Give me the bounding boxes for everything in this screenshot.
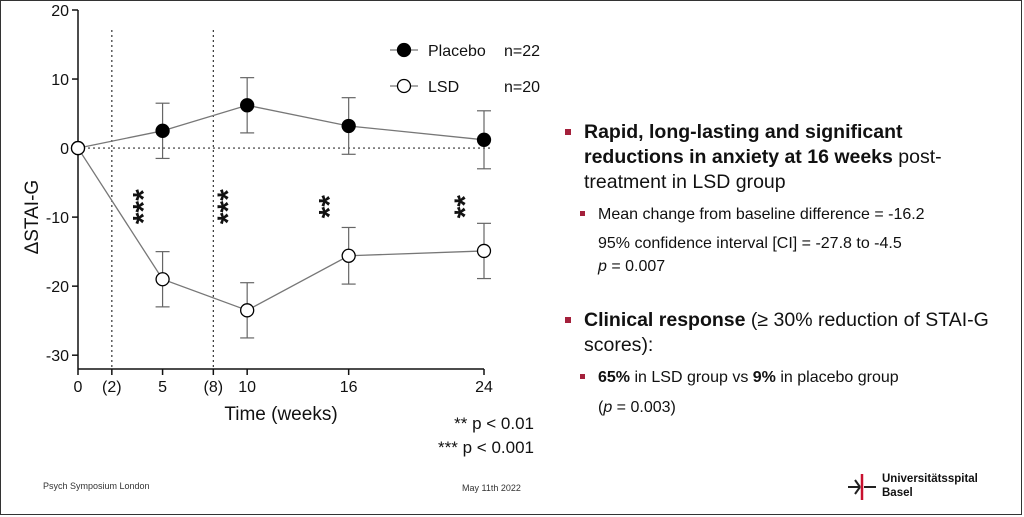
logo-mark-icon — [848, 474, 876, 500]
bullet-square — [565, 317, 571, 323]
legend-n-lsd: n=20 — [504, 79, 540, 96]
sub-bullet-square — [580, 374, 585, 379]
significance-marker: *** — [212, 189, 245, 224]
significance-marker: *** — [128, 189, 161, 224]
x-tick-label: (2) — [102, 379, 122, 396]
bullet-clinical-response: Clinical response (≥ 30% reduction of ST… — [565, 308, 1005, 358]
ci-line: 95% confidence interval [CI] = -27.8 to … — [598, 235, 902, 252]
sub-bullet-mean-change: Mean change from baseline difference = -… — [565, 203, 1005, 226]
legend-label-lsd: LSD — [428, 79, 459, 96]
x-tick-label: 16 — [340, 379, 358, 396]
data-point-placebo — [476, 132, 492, 147]
x-tick-label: 24 — [475, 379, 493, 396]
series-line-lsd — [77, 147, 485, 312]
x-tick-label: 10 — [238, 379, 256, 396]
data-point-lsd — [240, 303, 255, 318]
bullet-square — [565, 129, 571, 135]
x-axis-title: Time (weeks) — [224, 404, 337, 425]
x-tick-label: (8) — [204, 379, 224, 396]
data-point-lsd — [70, 140, 86, 156]
p-value-line: p = 0.007 — [598, 258, 666, 275]
data-point-placebo — [341, 118, 356, 134]
p-value-line-2: (p = 0.003) — [598, 399, 676, 416]
logo-line-2: Basel — [882, 487, 913, 499]
university-hospital-logo: Universitätsspital Basel — [846, 470, 1006, 504]
stai-g-chart: 20 10 0 -10 -20 -30 0 (2) 5 (8) 10 16 24 Time (weeks)… — [22, 3, 540, 425]
footer-date: May 11th 2022 — [462, 483, 521, 493]
data-point-lsd — [341, 248, 356, 263]
series-line-placebo — [77, 104, 485, 149]
bullet-anxiety-reduction: Rapid, long-lasting and significant redu… — [565, 120, 1005, 195]
sub-bullet-response-rates: 65% in LSD group vs 9% in placebo group — [565, 366, 1005, 389]
p-legend-two-star: ** p < 0.01 — [454, 414, 534, 433]
significance-marker: ** — [449, 195, 482, 219]
x-tick-label: 0 — [74, 379, 83, 396]
legend-marker-lsd — [396, 78, 412, 94]
data-point-lsd — [155, 272, 170, 287]
legend-n-placebo: n=22 — [504, 43, 540, 60]
y-tick-label: 10 — [51, 72, 69, 89]
y-tick-label: -20 — [46, 279, 69, 296]
logo-line-1: Universitätsspital — [882, 473, 978, 485]
y-tick-label: 0 — [60, 141, 69, 158]
data-point-placebo — [155, 123, 170, 138]
y-tick-label: -10 — [46, 210, 69, 227]
y-axis-title: ΔSTAI-G — [22, 180, 43, 255]
significance-marker: ** — [314, 195, 347, 219]
legend-marker-placebo — [396, 42, 412, 58]
p-legend-three-star: *** p < 0.001 — [438, 438, 534, 457]
sub-bullet-square — [580, 211, 585, 216]
legend-label-placebo: Placebo — [428, 43, 486, 60]
y-tick-label: -30 — [46, 348, 69, 365]
summary-bullets: Rapid, long-lasting and significant redu… — [565, 120, 1005, 419]
data-point-lsd — [476, 243, 492, 259]
x-tick-label: 5 — [158, 379, 167, 396]
footer-event: Psych Symposium London — [43, 481, 150, 491]
data-point-placebo — [240, 98, 255, 113]
y-tick-label: 20 — [51, 3, 69, 20]
